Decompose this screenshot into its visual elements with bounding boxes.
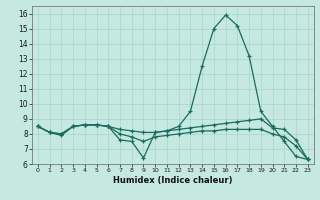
X-axis label: Humidex (Indice chaleur): Humidex (Indice chaleur) <box>113 176 233 185</box>
